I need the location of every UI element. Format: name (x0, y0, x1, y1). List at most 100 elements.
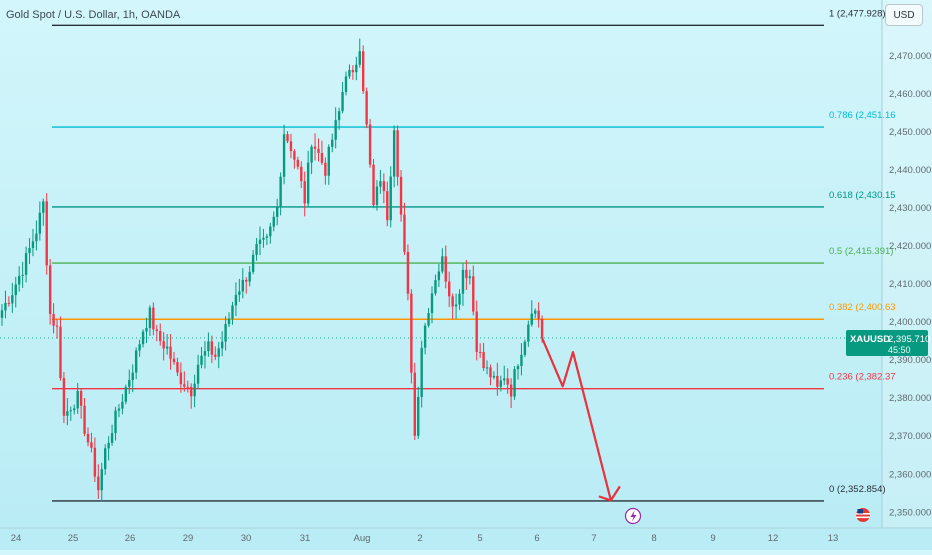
candle-body[interactable] (66, 411, 69, 416)
candle-body[interactable] (265, 236, 269, 238)
candle-body[interactable] (537, 310, 540, 319)
candle-body[interactable] (69, 410, 72, 412)
candle-body[interactable] (344, 76, 348, 93)
candle-body[interactable] (186, 386, 189, 388)
candle-body[interactable] (403, 214, 406, 252)
candle-body[interactable] (499, 380, 502, 387)
candle-body[interactable] (83, 405, 86, 434)
candle-body[interactable] (200, 355, 203, 365)
candle-body[interactable] (145, 328, 148, 332)
candle-body[interactable] (303, 181, 306, 204)
candle-body[interactable] (520, 354, 523, 367)
candle-body[interactable] (183, 384, 186, 387)
candle-body[interactable] (365, 91, 368, 125)
candle-body[interactable] (193, 383, 196, 397)
price-scale[interactable] (882, 0, 932, 528)
candle-body[interactable] (134, 350, 138, 373)
candle-body[interactable] (110, 433, 114, 443)
candle-body[interactable] (24, 253, 28, 275)
candle-body[interactable] (255, 243, 258, 255)
candle-body[interactable] (179, 372, 183, 385)
candle-body[interactable] (217, 348, 220, 357)
candle-body[interactable] (269, 226, 272, 237)
candle-body[interactable] (227, 318, 231, 325)
candle-body[interactable] (430, 293, 434, 314)
candle-body[interactable] (4, 302, 7, 311)
candle-body[interactable] (496, 375, 499, 387)
candle-body[interactable] (530, 313, 533, 325)
candle-body[interactable] (0, 310, 4, 318)
candle-body[interactable] (423, 325, 427, 348)
candle-body[interactable] (90, 442, 93, 448)
candle-body[interactable] (165, 346, 169, 349)
candle-body[interactable] (276, 206, 279, 217)
candle-body[interactable] (141, 331, 145, 345)
candle-body[interactable] (245, 279, 248, 282)
candle-body[interactable] (406, 251, 410, 294)
candle-body[interactable] (107, 442, 110, 449)
candle-body[interactable] (461, 269, 465, 294)
candle-body[interactable] (320, 153, 324, 163)
candle-body[interactable] (35, 233, 38, 242)
candle-body[interactable] (138, 344, 141, 351)
candle-body[interactable] (382, 181, 386, 192)
candle-body[interactable] (482, 351, 485, 369)
current-price-tag[interactable] (846, 329, 928, 356)
candle-body[interactable] (485, 367, 489, 369)
candle-body[interactable] (379, 181, 382, 187)
candle-body[interactable] (38, 212, 42, 234)
candle-body[interactable] (300, 166, 303, 182)
candle-body[interactable] (162, 341, 165, 349)
candle-body[interactable] (386, 191, 389, 221)
candle-body[interactable] (100, 469, 103, 491)
candle-body[interactable] (45, 201, 48, 266)
candle-body[interactable] (248, 271, 251, 282)
candle-body[interactable] (231, 305, 234, 319)
candle-body[interactable] (389, 176, 392, 221)
candle-body[interactable] (73, 408, 76, 411)
candle-body[interactable] (76, 391, 79, 409)
candle-body[interactable] (190, 387, 193, 397)
candle-body[interactable] (114, 410, 117, 434)
candle-body[interactable] (272, 216, 275, 227)
candle-body[interactable] (55, 325, 59, 327)
candle-body[interactable] (131, 372, 134, 380)
candle-body[interactable] (331, 139, 334, 147)
candle-body[interactable] (420, 347, 423, 397)
candle-body[interactable] (355, 64, 358, 73)
candle-body[interactable] (169, 346, 172, 359)
candle-body[interactable] (159, 331, 162, 342)
candle-body[interactable] (176, 362, 179, 373)
candle-body[interactable] (121, 401, 124, 409)
candle-body[interactable] (492, 375, 496, 378)
candle-body[interactable] (341, 92, 344, 112)
candle-body[interactable] (220, 341, 224, 349)
candle-body[interactable] (282, 134, 286, 177)
candle-body[interactable] (513, 369, 516, 397)
candle-body[interactable] (410, 293, 413, 373)
candle-body[interactable] (214, 354, 217, 357)
candle-body[interactable] (451, 296, 454, 307)
projection-path[interactable] (541, 337, 612, 501)
candle-body[interactable] (527, 324, 530, 342)
candle-body[interactable] (306, 162, 310, 204)
candle-body[interactable] (444, 256, 447, 282)
candle-body[interactable] (534, 310, 537, 314)
candle-body[interactable] (448, 281, 451, 297)
candle-body[interactable] (207, 341, 210, 352)
candle-body[interactable] (516, 366, 520, 370)
candle-body[interactable] (478, 351, 482, 353)
candle-body[interactable] (313, 146, 317, 149)
candle-body[interactable] (234, 294, 238, 306)
candle-body[interactable] (152, 307, 155, 330)
candle-body[interactable] (427, 313, 430, 326)
candle-body[interactable] (14, 284, 17, 296)
candle-body[interactable] (42, 201, 45, 213)
candle-body[interactable] (196, 364, 200, 384)
candle-body[interactable] (21, 274, 24, 276)
candle-body[interactable] (348, 69, 351, 77)
candle-body[interactable] (399, 176, 403, 215)
candle-body[interactable] (18, 275, 21, 285)
candle-body[interactable] (358, 51, 361, 65)
